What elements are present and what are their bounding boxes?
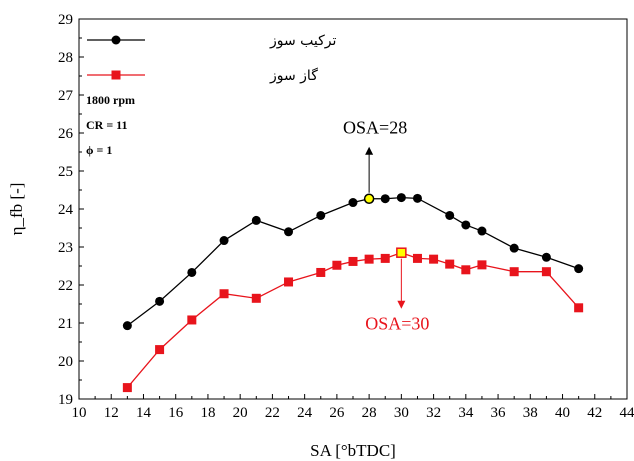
data-point [461,220,471,230]
x-tick-label: 36 [491,405,507,421]
x-tick-label: 12 [104,405,119,421]
x-tick-label: 42 [587,405,602,421]
annotation-arrowhead [397,300,406,309]
annotation-label: OSA=30 [365,314,429,334]
data-point [316,267,326,277]
highlight-point [363,193,375,204]
x-tick-label: 28 [362,405,377,421]
data-point [412,253,422,263]
y-tick-label: 21 [58,316,73,332]
data-point [332,260,342,270]
plot-area [78,18,628,400]
data-point [541,252,551,262]
legend: ترکیب سوز گاز سوز [87,33,337,84]
data-point [348,256,358,266]
x-tick-label: 18 [200,405,215,421]
condition-label: 1800 rpm [86,93,135,107]
data-point [396,193,406,203]
y-tick-label: 22 [58,278,73,294]
annotations: OSA=28 OSA=30 [343,118,429,334]
highlight-point [396,247,407,258]
x-axis-title: SA [°bTDC] [310,441,396,460]
y-tick-label: 20 [58,354,73,370]
data-point [574,303,584,313]
y-axis-title: η_fb [-] [7,183,26,236]
data-point [155,296,165,306]
data-point [574,264,584,274]
y-tick-label: 28 [58,50,73,66]
x-tick-label: 30 [394,405,409,421]
data-point [380,253,390,263]
legend-marker [111,35,121,45]
series-line [126,196,579,327]
data-point [477,260,487,270]
x-tick-label: 24 [297,405,313,421]
series-1 [122,193,584,331]
data-point [509,267,519,277]
annotation-label: OSA=28 [343,118,407,138]
data-point [445,210,455,220]
annotation: OSA=28 [343,118,407,204]
condition-label: CR = 11 [86,118,128,132]
data-point [219,236,229,246]
x-tick-label: 26 [329,405,345,421]
annotation: OSA=30 [365,247,429,334]
data-point [316,210,326,220]
x-tick-label: 40 [555,405,570,421]
x-tick-label: 16 [168,405,184,421]
x-axis: 10 12 14 16 18 20 22 24 26 28 30 32 34 36 38 40 42 44 [72,394,634,421]
plot-frame [78,18,628,400]
data-point [122,321,132,331]
x-tick-label: 38 [523,405,538,421]
x-tick-label: 20 [233,405,248,421]
series-layer [122,193,584,393]
data-point [187,315,197,325]
legend-label: گاز سوز [269,67,318,84]
data-point [364,254,374,264]
x-tick-label: 10 [72,405,87,421]
data-point [251,293,261,303]
operating-conditions: 1800 rpm CR = 11 ϕ = 1 [86,93,135,157]
y-tick-label: 25 [58,164,73,180]
condition-label: ϕ = 1 [86,143,112,157]
data-point [284,227,294,237]
data-point [380,194,390,204]
data-point [251,215,261,225]
legend-label: ترکیب سوز [269,33,337,49]
annotation-arrowhead [365,146,374,155]
y-tick-label: 27 [58,88,74,104]
legend-marker [111,70,121,80]
y-tick-label: 19 [58,392,73,408]
data-point [187,267,197,277]
y-tick-label: 29 [58,12,73,28]
data-point [461,265,471,275]
data-point [541,267,551,277]
data-point [348,198,358,208]
data-point [284,277,294,287]
x-tick-label: 44 [620,405,634,421]
y-tick-label: 24 [58,202,74,218]
x-tick-label: 14 [136,405,152,421]
y-tick-label: 26 [58,126,74,142]
data-point [122,383,132,393]
x-tick-label: 34 [458,405,474,421]
data-point [412,193,422,203]
data-point [429,254,439,264]
x-tick-label: 32 [426,405,441,421]
x-tick-label: 22 [265,405,280,421]
data-point [477,226,487,236]
y-axis: 19 20 21 22 23 24 25 26 27 28 29 [58,12,84,408]
data-point [445,259,455,269]
data-point [155,345,165,355]
data-point [219,289,229,299]
y-tick-label: 23 [58,240,73,256]
data-point [509,243,519,253]
